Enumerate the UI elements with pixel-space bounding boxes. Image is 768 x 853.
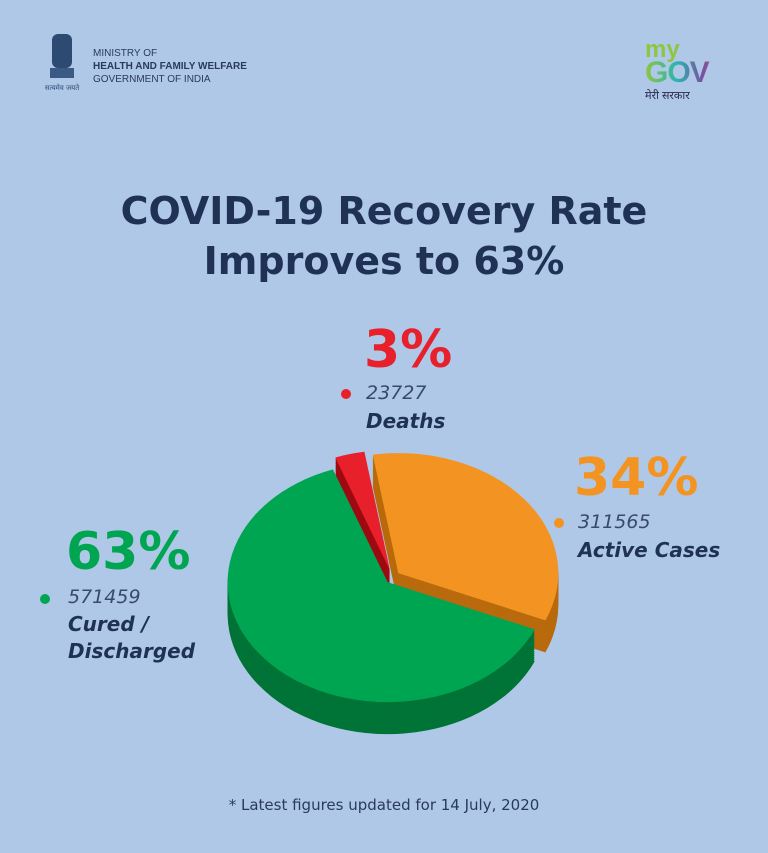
ministry-line2: HEALTH AND FAMILY WELFARE [93,61,247,72]
title-line2: Improves to 63% [203,239,565,283]
svg-text:सत्यमेव जयते: सत्यमेव जयते [45,83,80,92]
cured-value: 571459 [68,586,141,608]
cured-label-line1: Cured / [68,612,149,636]
active-value: 311565 [578,511,651,533]
deaths-percent: 3% [364,320,453,380]
mygov-logo: my GOV मेरी सरकार [645,38,735,103]
active-label: Active Cases [578,538,721,562]
mygov-my-text: my [645,36,680,63]
title-line1: COVID-19 Recovery Rate [120,189,648,233]
footnote: * Latest figures updated for 14 July, 20… [228,796,540,814]
page-title: COVID-19 Recovery Rate Improves to 63% [0,186,768,286]
national-emblem-logo: सत्यमेव जयते [45,34,80,92]
ministry-line3: GOVERNMENT OF INDIA [93,74,211,85]
active-percent: 34% [574,448,699,508]
ministry-name: MINISTRY OF HEALTH AND FAMILY WELFARE GO… [93,47,247,86]
deaths-label: Deaths [366,409,446,433]
cured-label: Cured / Discharged [68,611,195,665]
cured-dot [40,594,50,604]
cured-label-line2: Discharged [68,639,196,663]
cured-percent: 63% [66,522,191,582]
mygov-gov-text: GOV [645,58,735,88]
mygov-subtitle: मेरी सरकार [645,90,690,102]
pie-slice-active-cases [372,453,559,621]
pie-slice-deaths [335,451,390,571]
deaths-dot [341,389,351,399]
deaths-value: 23727 [366,382,427,404]
active-dot [554,518,564,528]
pie-slice-cured-discharged [227,469,535,703]
ministry-line1: MINISTRY OF [93,48,158,59]
